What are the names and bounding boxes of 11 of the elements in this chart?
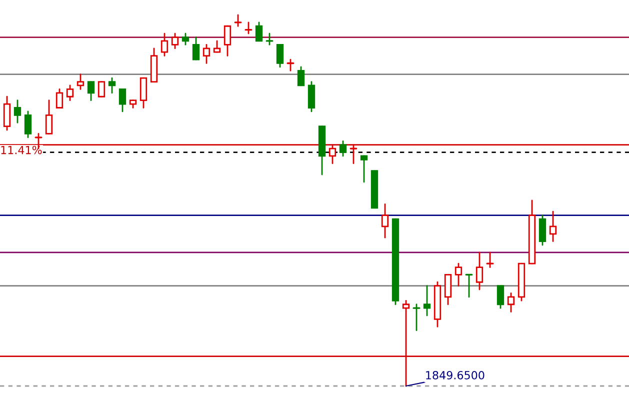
candlestick — [234, 14, 242, 27]
candlestick — [244, 22, 252, 34]
annotation: 1849.6500 — [426, 370, 484, 380]
candlestick — [412, 304, 420, 332]
candlestick — [266, 32, 274, 46]
candlestick — [350, 144, 358, 164]
candlestick — [381, 204, 389, 238]
candlestick — [286, 58, 294, 72]
candlestick — [486, 252, 494, 268]
candlestick — [465, 274, 473, 298]
annotation: 11.41% — [1, 146, 42, 154]
